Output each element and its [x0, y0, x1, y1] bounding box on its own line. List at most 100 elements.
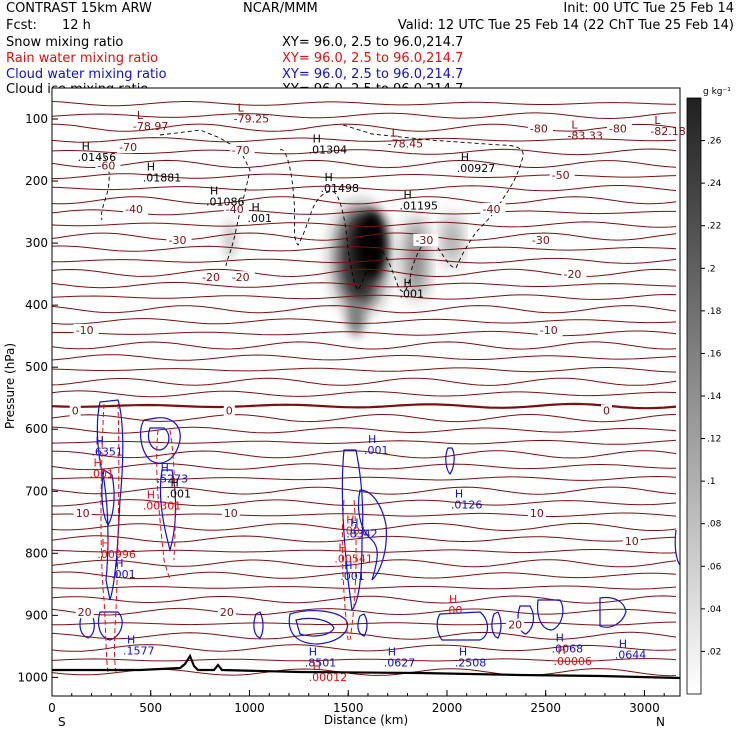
y-tick-label: 1000	[17, 670, 48, 684]
isotherm-line	[52, 282, 677, 289]
extremum-value: .1577	[123, 644, 155, 657]
extremum-marker: H	[556, 631, 564, 644]
extremum-marker: L	[238, 102, 245, 115]
extremum-value: .00927	[457, 162, 496, 175]
isotherm-line	[52, 257, 677, 264]
isotherm-label-bg	[537, 323, 563, 336]
extremum-marker: H	[82, 140, 90, 153]
isotherm-label-bg	[117, 140, 143, 153]
extremum-value: .01195	[400, 199, 439, 212]
isotherm-label-bg	[600, 404, 612, 417]
isotherm-line	[52, 607, 677, 616]
extremum-marker: L	[137, 109, 144, 122]
extremum-marker: H	[368, 433, 376, 446]
y-tick-label: 900	[25, 608, 48, 622]
extremum-value: .00	[445, 604, 463, 617]
extremum-marker: H	[455, 487, 463, 500]
isotherm-line	[52, 631, 677, 640]
extremum-marker: H	[325, 171, 333, 184]
axes: 0 500 1000 1500 2000 2500 30001002003004005006…	[17, 112, 665, 715]
isotherm-line	[52, 595, 677, 604]
isotherm-line	[52, 413, 677, 423]
extremum-value: .01086	[206, 196, 245, 209]
isotherm-line	[52, 377, 677, 386]
extremum-marker: H	[147, 161, 155, 174]
colorbar-tick-label: .08	[707, 520, 722, 530]
isotherm-label: -30	[415, 234, 433, 247]
extremum-value: .001	[111, 568, 136, 581]
x-axis-label: Distance (km)	[324, 713, 408, 727]
y-tick-label: 100	[25, 112, 48, 126]
temperature-isotherms	[52, 100, 677, 677]
legend-cloud-water-xy: XY= 96.0, 2.5 to 96.0,214.7	[282, 67, 463, 82]
extremum-value: .00541	[334, 552, 373, 565]
isotherm-label-bg	[73, 506, 92, 519]
forecast-hours: 12 h	[62, 18, 91, 33]
extremum-marker: H	[404, 188, 412, 201]
y-tick-label: 200	[25, 174, 48, 188]
isotherm-label-bg	[221, 506, 240, 519]
isotherm-line	[52, 390, 677, 398]
colorbar-tick-label: .24	[707, 179, 722, 189]
isotherm-line	[52, 159, 677, 169]
isotherm-line	[52, 293, 677, 301]
extremum-marker: L	[654, 114, 661, 127]
extremum-value: .01304	[309, 144, 348, 157]
isotherm-label: -30	[532, 234, 550, 247]
init-time: Init: 00 UTC Tue 25 Feb 14	[563, 1, 734, 16]
extremum-marker: H	[309, 646, 317, 659]
isotherm-label-bg	[95, 159, 121, 172]
isotherm-line	[52, 112, 677, 120]
colorbar-tick-label: .16	[707, 349, 722, 359]
extremum-value: .01881	[143, 172, 182, 185]
north-label: N	[656, 715, 665, 729]
colorbar-tick-label: .2	[707, 264, 716, 274]
colorbar-tick-label: .02	[707, 647, 721, 657]
isotherm-label-bg	[229, 271, 255, 284]
isotherm-line	[52, 402, 677, 410]
extremum-value: -78.97	[133, 120, 168, 133]
isotherm-label-bg	[229, 144, 255, 157]
isotherm-label: -40	[226, 203, 244, 216]
extremum-value: -83.33	[567, 129, 602, 142]
colorbar-unit: g kg⁻¹	[703, 87, 731, 97]
isotherm-label-bg	[527, 122, 553, 135]
isotherm-label: 0	[603, 405, 610, 418]
isotherm-label: -70	[232, 144, 250, 157]
isotherm-line	[52, 367, 677, 373]
extremum-marker: H	[346, 514, 354, 527]
isotherm-line	[52, 232, 677, 241]
cloud-ice-contour	[97, 123, 524, 292]
extremum-marker: H	[338, 541, 346, 554]
isotherm-line	[52, 354, 677, 361]
extremum-marker: H	[388, 646, 396, 659]
isotherm-line	[52, 305, 677, 314]
extremum-value: .0126	[451, 498, 483, 511]
isotherm-line	[52, 559, 677, 568]
extremum-marker: H	[147, 489, 155, 502]
forecast-label: Fcst:	[6, 18, 37, 33]
valid-time: Valid: 12 UTC Tue 25 Feb 14 (22 ChT Tue …	[398, 18, 734, 33]
extremum-value: .6351	[91, 446, 123, 459]
isotherm-line	[52, 439, 677, 445]
isotherm-line	[52, 535, 677, 543]
isotherm-line	[52, 341, 677, 350]
colorbar-tick-label: .26	[707, 137, 722, 147]
isotherm-label-bg	[561, 268, 587, 281]
y-tick-label: 800	[25, 546, 48, 560]
isotherm-label: -30	[169, 234, 187, 247]
isotherm-line	[52, 585, 677, 590]
extremum-marker: H	[210, 185, 218, 198]
south-label: S	[58, 715, 66, 729]
isotherm-label-bg	[506, 618, 525, 631]
contour-labels: -80 -80-70 -70-60-50-40 -40 -40-30 -30 -30-20-…	[69, 102, 686, 684]
isotherm-label: 10	[76, 507, 90, 520]
isotherm-label-bg	[413, 234, 439, 246]
legend-cloud-water: Cloud water mixing ratio	[6, 67, 167, 82]
isotherm-label: -20	[202, 271, 220, 284]
y-tick-label: 500	[25, 360, 48, 374]
isotherm-line	[52, 123, 677, 132]
y-tick-label: 700	[25, 484, 48, 498]
extremum-marker: H	[313, 660, 321, 673]
